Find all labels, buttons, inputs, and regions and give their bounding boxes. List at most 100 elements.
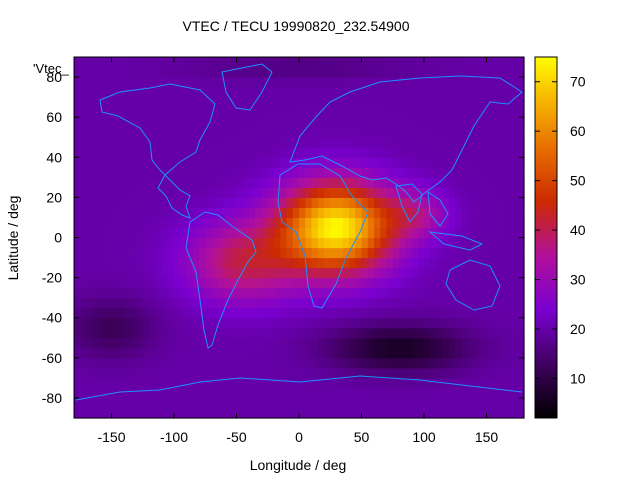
heatmap-cell xyxy=(324,347,331,359)
heatmap-cell xyxy=(292,87,300,98)
heatmap-cell xyxy=(492,347,500,359)
heatmap-cell xyxy=(286,347,294,359)
heatmap-cell xyxy=(192,317,200,329)
heatmap-cell xyxy=(392,287,400,299)
heatmap-cell xyxy=(205,297,213,309)
heatmap-cell xyxy=(486,167,494,178)
heatmap-cell xyxy=(224,267,231,279)
heatmap-cell xyxy=(455,257,463,269)
heatmap-cell xyxy=(299,387,306,399)
heatmap-cell xyxy=(299,237,306,249)
heatmap-cell xyxy=(442,97,450,108)
heatmap-cell xyxy=(480,257,488,269)
heatmap-cell xyxy=(330,147,338,158)
heatmap-cell xyxy=(230,87,238,98)
heatmap-cell xyxy=(199,257,206,269)
heatmap-cell xyxy=(142,87,150,98)
heatmap-cell xyxy=(224,77,231,88)
heatmap-cell xyxy=(267,397,275,409)
heatmap-cell xyxy=(280,147,288,158)
heatmap-cell xyxy=(167,97,175,108)
heatmap-cell xyxy=(517,217,525,229)
heatmap-cell xyxy=(286,77,294,88)
heatmap-cell xyxy=(342,177,350,188)
heatmap-cell xyxy=(74,137,81,148)
heatmap-cell xyxy=(167,57,175,68)
heatmap-cell xyxy=(317,297,325,309)
heatmap-cell xyxy=(236,197,244,209)
heatmap-cell xyxy=(380,317,388,329)
heatmap-cell xyxy=(380,147,388,158)
heatmap-cell xyxy=(367,147,375,158)
heatmap-cell xyxy=(305,247,313,259)
heatmap-cell xyxy=(167,167,175,178)
heatmap-cell xyxy=(486,367,494,379)
heatmap-cell xyxy=(317,247,325,259)
heatmap-cell xyxy=(511,287,519,299)
heatmap-cell xyxy=(411,117,419,128)
heatmap-cell xyxy=(274,387,281,399)
heatmap-cell xyxy=(242,87,250,98)
heatmap-cell xyxy=(417,277,425,289)
heatmap-cell xyxy=(130,137,138,148)
heatmap-cell xyxy=(249,107,256,118)
heatmap-cell xyxy=(99,367,106,379)
heatmap-cell xyxy=(105,387,113,399)
heatmap-cell xyxy=(505,217,513,229)
heatmap-cell xyxy=(474,227,481,239)
heatmap-cell xyxy=(217,187,225,198)
heatmap-cell xyxy=(405,117,413,128)
heatmap-cell xyxy=(342,227,350,239)
heatmap-cell xyxy=(474,287,481,299)
heatmap-cell xyxy=(261,307,269,319)
heatmap-cell xyxy=(486,277,494,289)
heatmap-cell xyxy=(286,367,294,379)
heatmap-cell xyxy=(317,57,325,68)
heatmap-cell xyxy=(174,357,181,369)
heatmap-cell xyxy=(186,227,194,239)
heatmap-cell xyxy=(224,337,231,349)
heatmap-cell xyxy=(80,127,88,138)
heatmap-cell xyxy=(142,167,150,178)
heatmap-cell xyxy=(455,137,463,148)
heatmap-cell xyxy=(380,237,388,249)
heatmap-cell xyxy=(292,57,300,68)
heatmap-cell xyxy=(74,357,81,369)
heatmap-cell xyxy=(124,287,131,299)
heatmap-cell xyxy=(430,187,438,198)
heatmap-cell xyxy=(180,97,188,108)
heatmap-cell xyxy=(211,267,219,279)
heatmap-cell xyxy=(380,247,388,259)
heatmap-cell xyxy=(242,237,250,249)
heatmap-cell xyxy=(380,407,388,419)
heatmap-cell xyxy=(255,267,263,279)
heatmap-cell xyxy=(99,267,106,279)
heatmap-cell xyxy=(461,107,469,118)
heatmap-cell xyxy=(292,97,300,108)
heatmap-cell xyxy=(199,127,206,138)
heatmap-cell xyxy=(511,257,519,269)
heatmap-cell xyxy=(430,217,438,229)
heatmap-cell xyxy=(161,337,169,349)
heatmap-cell xyxy=(492,357,500,369)
heatmap-cell xyxy=(86,97,94,108)
heatmap-cell xyxy=(461,397,469,409)
heatmap-cell xyxy=(267,67,275,78)
heatmap-cell xyxy=(330,227,338,239)
heatmap-cell xyxy=(505,157,513,168)
heatmap-cell xyxy=(249,117,256,128)
heatmap-cell xyxy=(217,337,225,349)
heatmap-cell xyxy=(474,327,481,339)
heatmap-cell xyxy=(411,177,419,188)
heatmap-cell xyxy=(361,67,369,78)
heatmap-cell xyxy=(242,307,250,319)
coastlines xyxy=(75,63,523,401)
heatmap-cell xyxy=(280,297,288,309)
heatmap-cell xyxy=(111,327,119,339)
heatmap-cell xyxy=(224,257,231,269)
heatmap-cell xyxy=(361,327,369,339)
x-tick-label: -50 xyxy=(226,429,246,445)
heatmap-cell xyxy=(130,157,138,168)
heatmap-cell xyxy=(86,247,94,259)
heatmap-cell xyxy=(505,327,513,339)
